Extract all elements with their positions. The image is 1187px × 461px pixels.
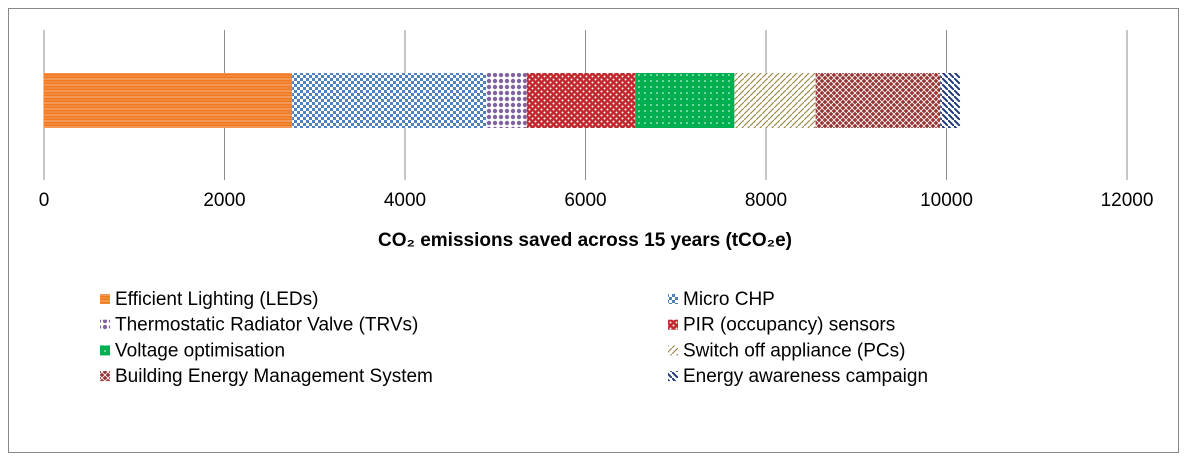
bar-segment	[815, 73, 941, 128]
legend-marker	[100, 294, 110, 304]
legend-label: Energy awareness campaign	[683, 366, 928, 387]
bar-segment	[44, 73, 293, 128]
bar-segment	[292, 73, 487, 128]
legend-marker	[668, 371, 678, 382]
bar-segment	[486, 73, 527, 128]
legend-label: Building Energy Management System	[115, 366, 433, 387]
x-tick-label: 6000	[564, 190, 606, 211]
legend-marker	[668, 345, 678, 356]
legend-label: PIR (occupancy) sensors	[683, 315, 895, 336]
legend-marker	[668, 319, 678, 330]
x-tick-label: 8000	[745, 190, 787, 211]
legend-marker	[100, 345, 110, 356]
legend-label: Micro CHP	[683, 289, 775, 310]
x-tick-label: 4000	[384, 190, 426, 211]
bar-segment	[940, 73, 961, 128]
legend-marker	[100, 319, 110, 330]
bar-segment	[635, 73, 735, 128]
legend-label: Thermostatic Radiator Valve (TRVs)	[115, 315, 418, 336]
legend-label: Efficient Lighting (LEDs)	[115, 289, 318, 310]
legend-marker	[668, 294, 678, 304]
bar-segment	[734, 73, 816, 128]
x-tick-label: 10000	[920, 190, 973, 211]
bar-segment	[526, 73, 636, 128]
x-tick-label: 0	[39, 190, 50, 211]
legend-marker	[100, 371, 110, 382]
legend-label: Voltage optimisation	[115, 340, 285, 361]
x-tick-label: 12000	[1101, 190, 1154, 211]
x-tick-label: 2000	[203, 190, 245, 211]
legend-label: Switch off appliance (PCs)	[683, 340, 905, 361]
x-axis-title: CO₂ emissions saved across 15 years (tCO…	[378, 230, 792, 251]
